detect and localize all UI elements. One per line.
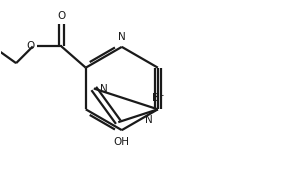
Text: Br: Br <box>152 93 164 102</box>
Text: OH: OH <box>114 137 130 147</box>
Text: O: O <box>26 41 34 52</box>
Text: O: O <box>58 11 66 21</box>
Text: N: N <box>100 84 108 93</box>
Text: N: N <box>145 115 153 125</box>
Text: N: N <box>118 32 126 42</box>
